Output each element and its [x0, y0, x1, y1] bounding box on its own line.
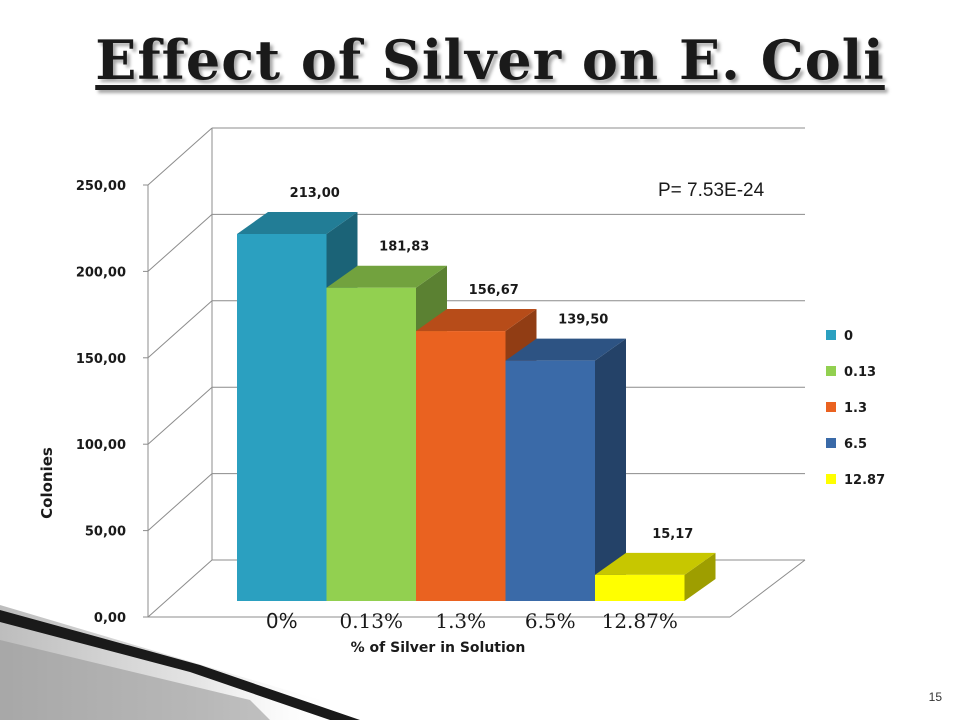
legend-swatch [826, 402, 836, 412]
bar-top [237, 212, 358, 234]
p-value-annotation: P= 7.53E-24 [658, 180, 765, 201]
legend-swatch [826, 474, 836, 484]
bar-side [595, 338, 626, 601]
x-tick-label: 1.3% [435, 609, 486, 633]
x-tick-label: 12.87% [602, 609, 678, 633]
y-tick-label: 100,00 [76, 438, 126, 453]
gridline-side [147, 300, 213, 359]
slide-decoration [0, 605, 360, 720]
legend-swatch [826, 366, 836, 376]
bar [326, 287, 416, 601]
x-axis-title: % of Silver in Solution [351, 640, 526, 656]
gridline-side [147, 127, 213, 186]
bar-top [595, 552, 716, 575]
gridline-side [147, 559, 213, 618]
legend-swatch [826, 330, 836, 340]
bar-top [505, 338, 626, 361]
x-tick-label: 0% [266, 609, 298, 633]
data-label: 139,50 [558, 313, 608, 328]
data-label: 181,83 [379, 240, 429, 255]
gridline-side [147, 214, 213, 272]
data-label: 213,00 [290, 186, 340, 201]
data-label: 15,17 [652, 527, 693, 542]
y-tick-label: 200,00 [76, 265, 126, 280]
y-tick-label: 150,00 [76, 352, 126, 367]
legend-swatch [826, 438, 836, 448]
legend-label: 6.5 [844, 437, 867, 452]
y-tick-label: 0,00 [94, 611, 126, 626]
bar [595, 574, 685, 601]
bar [416, 331, 506, 601]
legend-label: 1.3 [844, 401, 867, 416]
data-label: 156,67 [469, 283, 519, 298]
y-axis-title: Colonies [38, 447, 56, 519]
y-tick-label: 250,00 [76, 179, 126, 194]
slide-title: Effect of Silver on E. Coli [95, 28, 885, 92]
legend-label: 12.87 [844, 473, 885, 488]
bar-side [684, 552, 716, 601]
gridline-side [147, 473, 213, 531]
bar [237, 234, 327, 601]
gridline-side [147, 386, 213, 445]
bar [505, 360, 595, 601]
x-tick-label: 6.5% [525, 609, 576, 633]
slide-number: 15 [928, 690, 942, 704]
legend-label: 0.13 [844, 365, 876, 380]
bar-top [416, 309, 537, 332]
x-tick-label: 0.13% [339, 609, 403, 633]
legend-label: 0 [844, 329, 853, 344]
bar-top [326, 265, 447, 288]
floor-edge [729, 559, 806, 618]
y-tick-label: 50,00 [85, 525, 126, 540]
